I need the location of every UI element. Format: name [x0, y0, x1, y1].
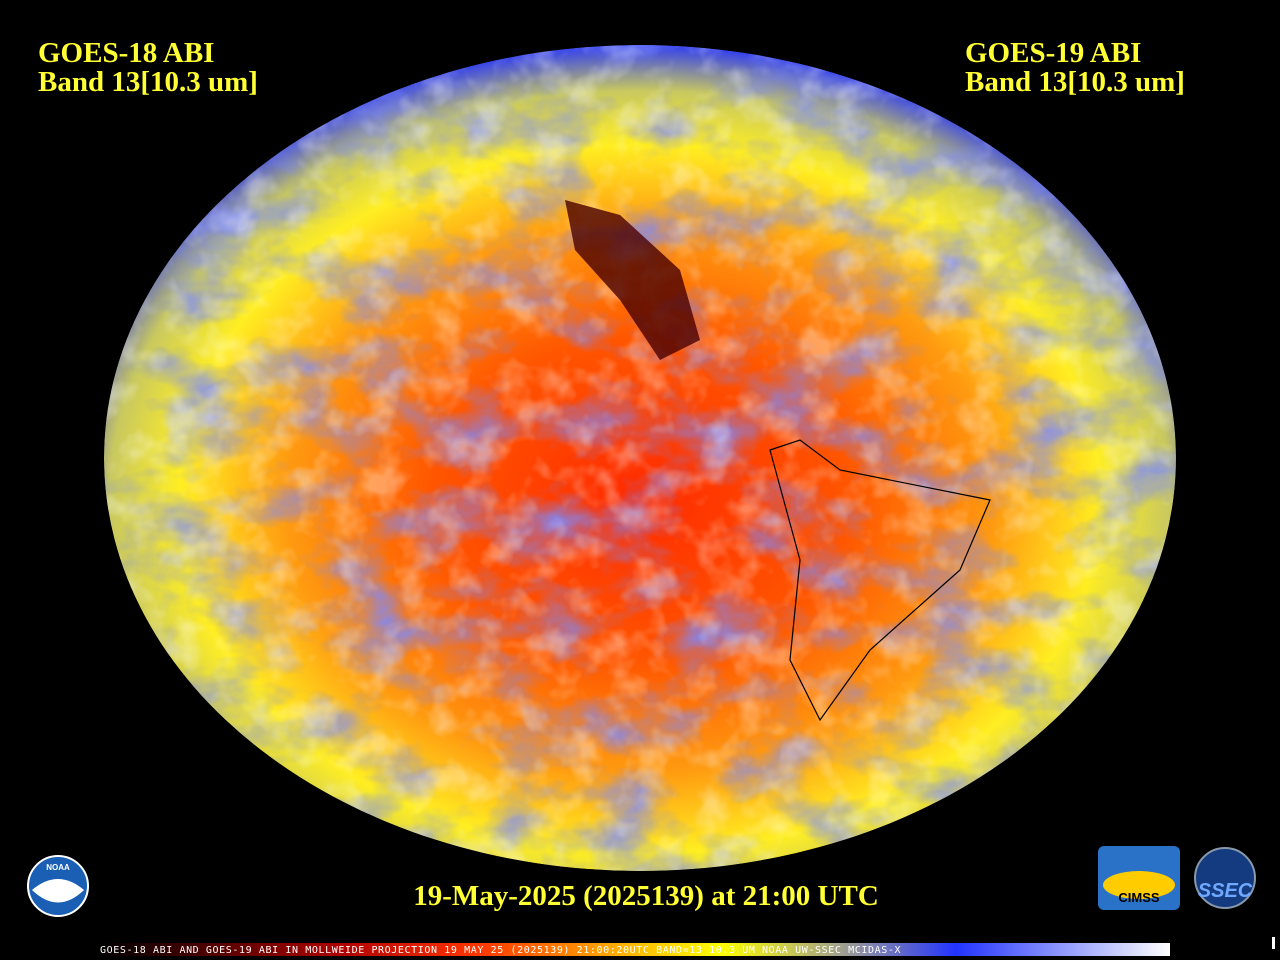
noaa-text: NOAA	[46, 863, 70, 872]
marker	[1272, 937, 1275, 949]
color-bar	[100, 943, 1170, 956]
right-label-line2: Band 13[10.3 um]	[965, 66, 1185, 98]
ssec-text: SSEC	[1198, 880, 1253, 902]
right-label-line1: GOES-19 ABI	[965, 37, 1141, 69]
left-label-line2: Band 13[10.3 um]	[38, 66, 258, 98]
earth-disk	[104, 45, 1176, 871]
noaa-logo: NOAA	[27, 855, 89, 917]
cimss-logo: CIMSS	[1098, 846, 1180, 910]
ssec-logo: SSEC	[1194, 847, 1256, 909]
cimss-text: CIMSS	[1118, 890, 1160, 905]
left-label-line1: GOES-18 ABI	[38, 37, 214, 69]
footer-text: GOES-18 ABI AND GOES-19 ABI IN MOLLWEIDE…	[100, 945, 901, 956]
timestamp: 19-May-2025 (2025139) at 21:00 UTC	[413, 880, 879, 912]
